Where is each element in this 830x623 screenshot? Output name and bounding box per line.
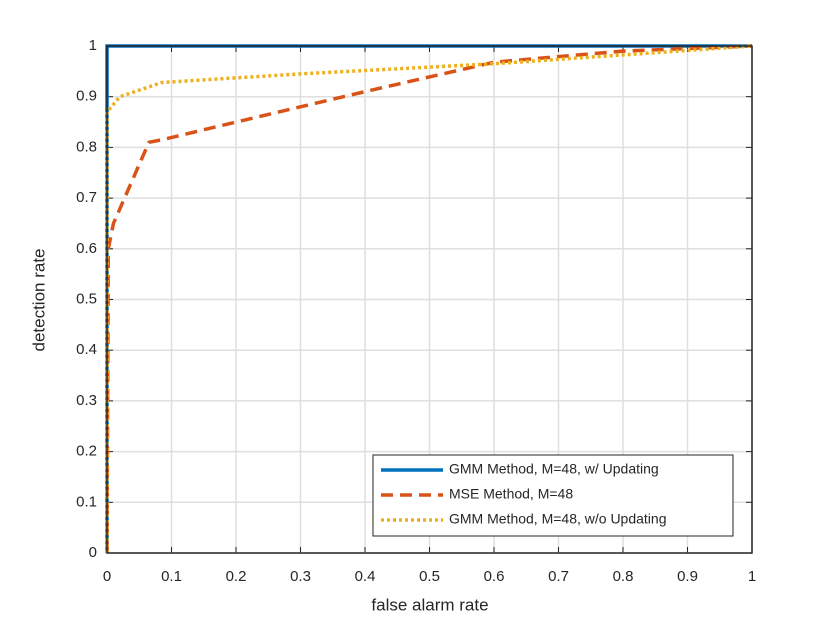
x-tick-label: 0: [103, 568, 111, 585]
x-axis-label: false alarm rate: [371, 595, 488, 614]
y-tick-label: 0.7: [76, 189, 97, 206]
y-tick-label: 0.5: [76, 290, 97, 307]
axes-box: [106, 45, 753, 554]
x-tick-label: 0.4: [355, 568, 376, 585]
y-tick-label: 0.6: [76, 240, 97, 257]
legend-label: MSE Method, M=48: [449, 486, 573, 502]
x-tick-label: 0.8: [613, 568, 634, 585]
legend-label: GMM Method, M=48, w/ Updating: [449, 461, 659, 477]
x-tick-label: 0.7: [548, 568, 569, 585]
x-tick-label: 0.5: [419, 568, 440, 585]
x-tick-label: 0.9: [677, 568, 698, 585]
y-tick-label: 0.8: [76, 138, 97, 155]
y-tick-label: 0.9: [76, 88, 97, 105]
line-series: [105, 44, 753, 553]
y-tick-label: 0.3: [76, 392, 97, 409]
x-tick-label: 0.3: [290, 568, 311, 585]
y-tick-label: 1: [89, 37, 97, 54]
x-tick-label: 0.6: [484, 568, 505, 585]
y-tick-label: 0.4: [76, 341, 97, 358]
y-tick-label: 0.1: [76, 493, 97, 510]
x-tick-label: 1: [748, 568, 756, 585]
legend-label: GMM Method, M=48, w/o Updating: [449, 511, 667, 527]
line-series: [105, 44, 753, 554]
y-axis-label: detection rate: [29, 248, 48, 351]
y-tick-label: 0: [89, 544, 97, 561]
y-tick-label: 0.2: [76, 443, 97, 460]
x-tick-label: 0.1: [161, 568, 182, 585]
x-tick-label: 0.2: [226, 568, 247, 585]
